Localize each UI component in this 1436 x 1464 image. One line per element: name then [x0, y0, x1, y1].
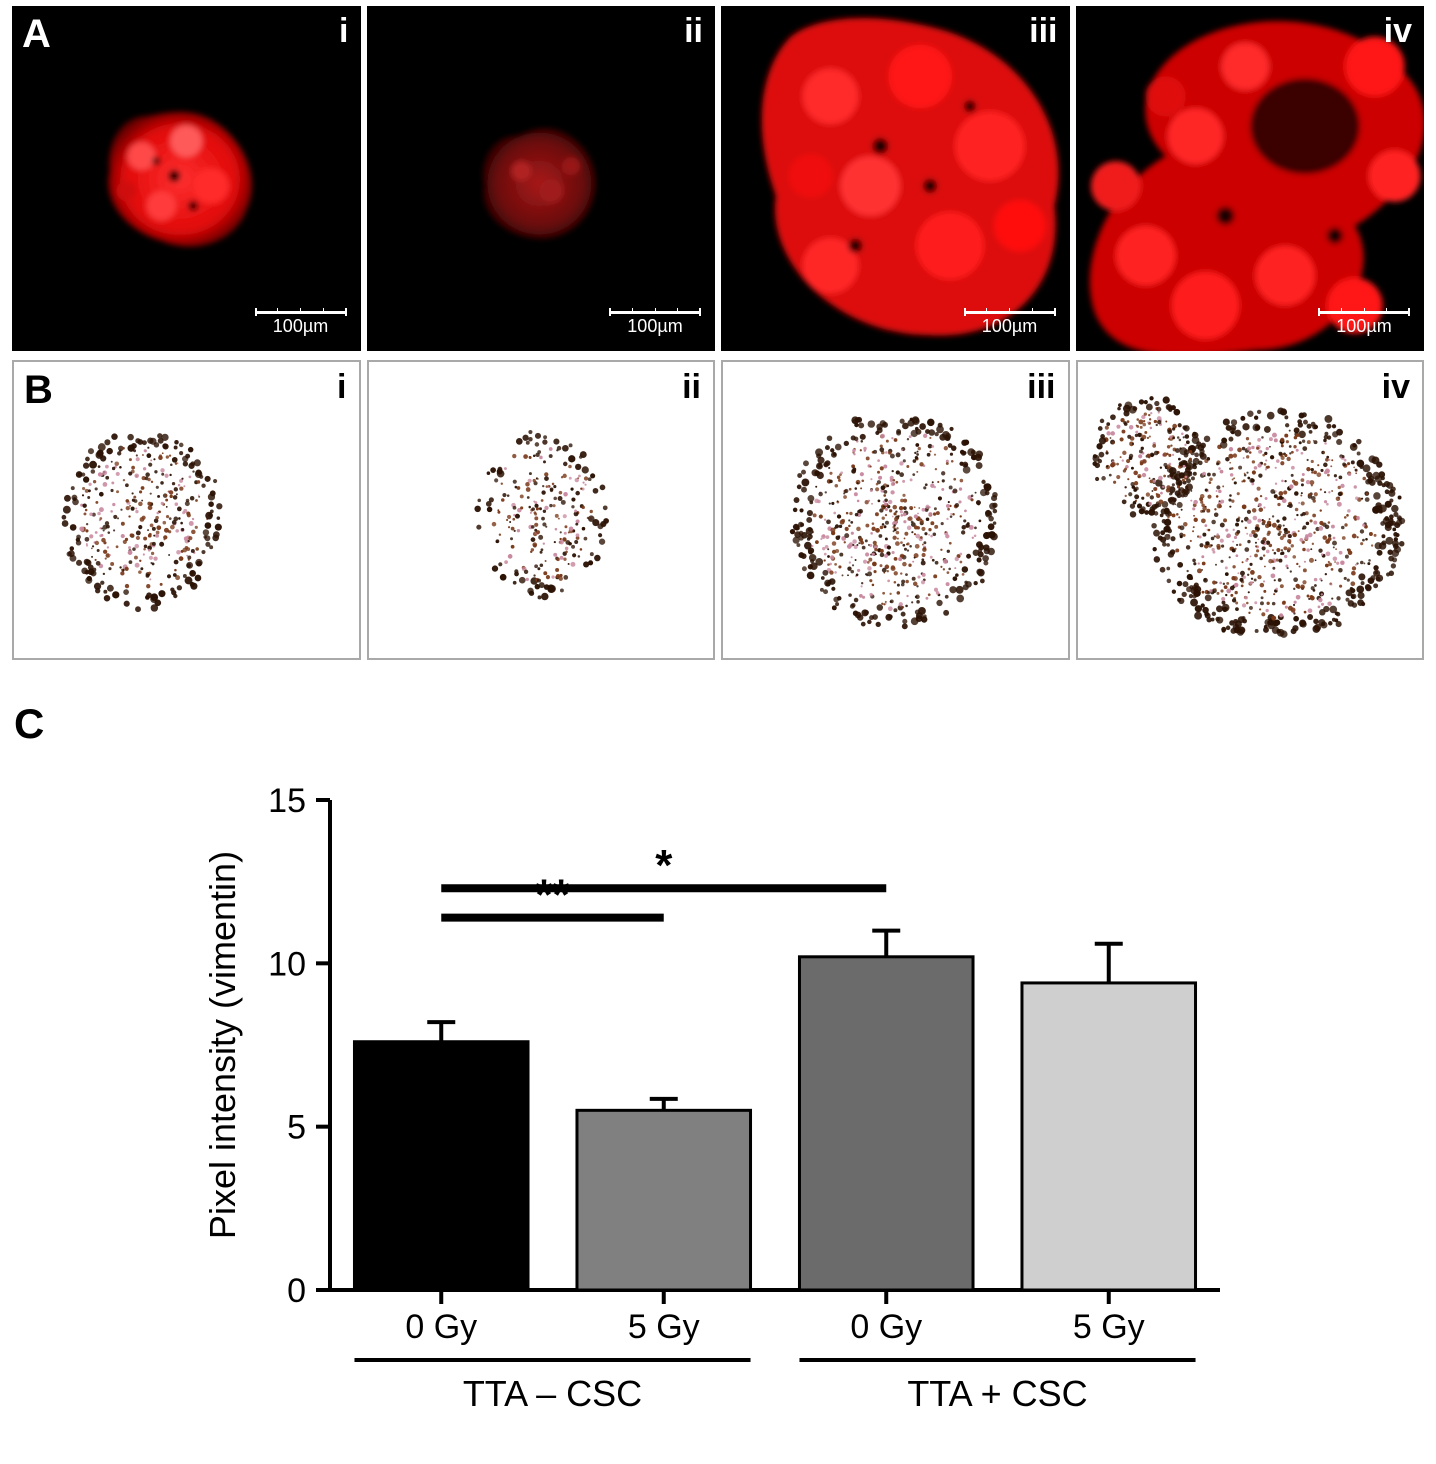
fluorescence-image-icon: [721, 6, 1070, 351]
fluorescence-image-icon: [1076, 6, 1425, 351]
svg-text:**: **: [535, 871, 570, 920]
panel-b-sub-i: i: [337, 368, 346, 407]
panel-a-iii: iii 100µm: [721, 6, 1070, 351]
panel-b-row: B i ii iii iv: [12, 360, 1424, 660]
panel-b-label: B: [24, 368, 53, 413]
svg-text:Pixel intensity (vimentin): Pixel intensity (vimentin): [202, 851, 243, 1239]
microscopy-image-icon: [1078, 362, 1423, 658]
microscopy-image-icon: [369, 362, 714, 658]
panel-b-iii: iii: [721, 360, 1070, 660]
panel-a-iv: iv 100µm: [1076, 6, 1425, 351]
scalebar: 100µm: [1318, 311, 1410, 337]
svg-text:0 Gy: 0 Gy: [405, 1308, 477, 1346]
fluorescence-image-icon: [367, 6, 716, 351]
svg-text:0 Gy: 0 Gy: [850, 1308, 922, 1346]
panel-a-sub-iii: iii: [1029, 12, 1057, 51]
svg-text:0: 0: [287, 1272, 306, 1310]
panel-a-row: A i 100µm: [12, 6, 1424, 351]
svg-text:5 Gy: 5 Gy: [1073, 1308, 1145, 1346]
svg-text:*: *: [655, 841, 673, 890]
scalebar-text: 100µm: [964, 316, 1056, 337]
bar-chart: 0 5 10 15 Pixel intensity (vimentin) 0 Gy 5 Gy…: [200, 780, 1240, 1440]
scalebar-text: 100µm: [609, 316, 701, 337]
figure-root: A i 100µm: [0, 0, 1436, 1464]
panel-b-i: B i: [12, 360, 361, 660]
microscopy-image-icon: [723, 362, 1068, 658]
svg-text:TTA – CSC: TTA – CSC: [463, 1373, 642, 1414]
panel-b-sub-iv: iv: [1382, 368, 1410, 407]
svg-text:5 Gy: 5 Gy: [628, 1308, 700, 1346]
panel-a-sub-iv: iv: [1384, 12, 1412, 51]
scalebar: 100µm: [255, 311, 347, 337]
svg-text:TTA + CSC: TTA + CSC: [907, 1373, 1087, 1414]
scalebar: 100µm: [964, 311, 1056, 337]
fluorescence-image-icon: [12, 6, 361, 351]
panel-b-ii: ii: [367, 360, 716, 660]
panel-c-label: C: [14, 700, 44, 748]
panel-a-ii: ii 100µm: [367, 6, 716, 351]
panel-b-sub-iii: iii: [1027, 368, 1055, 407]
svg-text:15: 15: [268, 782, 306, 820]
panel-a-label: A: [22, 12, 51, 57]
panel-a-i: A i 100µm: [12, 6, 361, 351]
panel-b-iv: iv: [1076, 360, 1425, 660]
scalebar-text: 100µm: [1318, 316, 1410, 337]
chart-svg: 0 5 10 15 Pixel intensity (vimentin) 0 Gy 5 Gy…: [200, 780, 1240, 1440]
scalebar: 100µm: [609, 311, 701, 337]
microscopy-image-icon: [14, 362, 359, 658]
svg-text:10: 10: [268, 945, 306, 983]
panel-b-sub-ii: ii: [682, 368, 701, 407]
panel-a-sub-i: i: [339, 12, 348, 51]
svg-text:5: 5: [287, 1109, 306, 1147]
panel-a-sub-ii: ii: [684, 12, 703, 51]
scalebar-text: 100µm: [255, 316, 347, 337]
